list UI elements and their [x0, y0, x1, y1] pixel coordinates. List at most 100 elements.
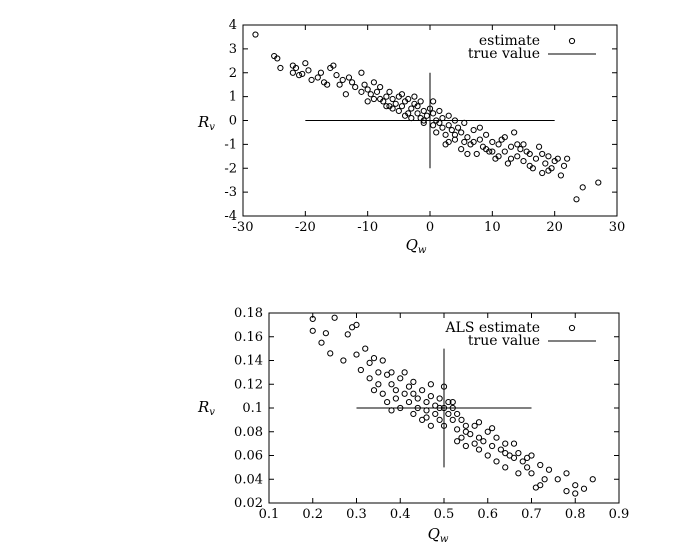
scatter-point-top — [458, 146, 465, 153]
scatter-point-bottom — [493, 434, 500, 441]
legend-label-als-estimate: ALS estimate — [444, 320, 540, 336]
scatter-point-top — [454, 124, 462, 131]
scatter-point-bottom — [353, 351, 360, 358]
scatter-point-top — [489, 138, 496, 146]
scatter-point-top — [507, 143, 515, 150]
scatter-point-bottom — [580, 485, 588, 492]
scatter-point-top — [470, 126, 477, 134]
x-tick-label-top: 30 — [609, 220, 626, 235]
scatter-point-top — [336, 81, 343, 88]
scatter-point-bottom — [510, 440, 518, 447]
scatter-point-bottom — [353, 321, 360, 328]
scatter-point-top — [364, 86, 371, 93]
scatter-point-bottom — [410, 410, 417, 418]
scatter-point-bottom — [384, 398, 391, 406]
scatter-point-bottom — [445, 410, 452, 418]
scatter-point-bottom — [432, 410, 439, 418]
scatter-point-top — [514, 141, 521, 148]
y-tick-label-top: 3 — [229, 42, 237, 57]
scatter-point-bottom — [572, 490, 579, 497]
scatter-point-top — [470, 138, 477, 146]
scatter-point-top — [430, 110, 437, 117]
scatter-point-top — [514, 153, 521, 160]
scatter-point-top — [314, 74, 321, 81]
x-ticks-bottom: 0.1 0.2 0.3 0.4 0.5 0.6 0.7 0.8 0.9 — [259, 313, 629, 522]
scatter-point-top — [442, 131, 449, 138]
scatter-point-bottom — [419, 387, 426, 394]
scatter-point-top — [445, 122, 452, 129]
scatter-point-top — [532, 155, 540, 162]
scatter-point-top — [414, 103, 421, 110]
y-tick-label-bottom: 0.16 — [234, 330, 263, 345]
scatter-point-bottom — [362, 345, 369, 352]
scatter-point-bottom — [410, 378, 417, 385]
scatter-point-top — [595, 179, 602, 186]
scatter-point-top — [520, 157, 527, 165]
scatter-point-bottom — [502, 464, 509, 471]
scatter-point-top — [358, 69, 365, 76]
x-tick-label-top: 10 — [484, 220, 501, 235]
y-tick-label-bottom: 0.18 — [234, 306, 263, 321]
scatter-point-bottom — [462, 442, 469, 450]
x-ticks-top: -30 -20 -10 0 10 20 30 — [233, 25, 626, 235]
x-tick-label-bottom: 0.8 — [565, 507, 586, 522]
scatter-point-bottom — [340, 357, 347, 364]
y-tick-label-top: -3 — [224, 185, 237, 200]
scatter-point-top — [458, 129, 465, 136]
y-ticks-top: 4 3 2 1 0 -1 -2 -3 -4 — [224, 18, 617, 224]
legend-label-true-value: true value — [468, 46, 540, 62]
scatter-point-top — [411, 93, 418, 100]
scatter-point-top — [330, 62, 337, 69]
y-tick-label-bottom: 0.12 — [234, 377, 263, 392]
scatter-point-top — [539, 169, 546, 177]
scatter-point-top — [383, 103, 390, 110]
true-value-crosshair-top — [305, 72, 555, 169]
scatter-point-top — [398, 91, 406, 98]
scatter-point-bottom — [327, 350, 334, 357]
scatter-point-bottom — [484, 452, 491, 459]
x-tick-label-top: 0 — [426, 220, 434, 235]
scatter-point-bottom — [458, 416, 465, 423]
scatter-point-bottom — [563, 488, 570, 495]
scatter-point-top — [520, 141, 527, 148]
scatter-point-bottom — [397, 375, 404, 382]
scatter-point-top — [461, 138, 468, 146]
scatter-point-top — [557, 172, 565, 179]
scatter-point-top — [423, 112, 430, 119]
y-axis-label-bottom: Rv — [197, 398, 215, 418]
scatter-point-top — [361, 81, 368, 88]
scatter-point-top — [383, 93, 390, 100]
scatter-point-top — [345, 74, 353, 81]
scatter-point-top — [324, 81, 331, 88]
y-tick-label-bottom: 0.08 — [234, 425, 263, 440]
scatter-point-bottom — [375, 369, 382, 376]
scatter-point-top — [507, 155, 515, 162]
y-tick-label-bottom: 0.1 — [242, 401, 263, 416]
scatter-point-top — [545, 167, 552, 174]
y-axis-label-top: Rv — [197, 113, 215, 133]
scatter-point-top — [436, 107, 443, 115]
scatter-point-top — [545, 153, 552, 160]
legend-marker-estimate — [568, 37, 576, 45]
scatter-point-top — [339, 76, 346, 84]
scatter-point-bottom — [427, 381, 434, 388]
scatter-point-top — [439, 124, 446, 131]
scatter-point-bottom — [475, 419, 483, 426]
scatter-point-bottom — [475, 434, 483, 441]
x-tick-label-bottom: 0.4 — [390, 507, 411, 522]
scatter-point-top — [489, 148, 496, 155]
scatter-point-top — [392, 100, 399, 107]
scatter-point-bottom — [493, 458, 500, 465]
scatter-point-bottom — [537, 482, 544, 489]
scatter-point-bottom — [475, 446, 483, 453]
scatter-point-top — [511, 129, 518, 136]
scatter-point-bottom — [423, 398, 430, 406]
scatter-point-bottom — [537, 461, 544, 469]
scatter-point-bottom — [401, 369, 408, 376]
scatter-point-top — [464, 134, 471, 141]
scatter-point-bottom — [449, 416, 456, 423]
y-tick-label-bottom: 0.14 — [234, 354, 263, 369]
scatter-point-top — [554, 155, 561, 162]
legend-top: estimate true value — [468, 33, 596, 62]
scatter-point-top — [414, 110, 421, 117]
